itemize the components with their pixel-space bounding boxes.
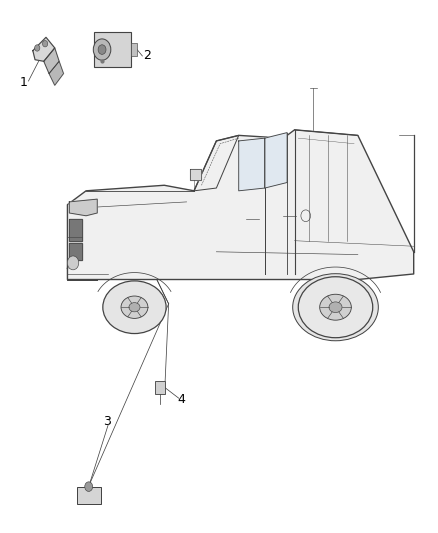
Circle shape: [85, 482, 93, 491]
Circle shape: [35, 45, 40, 51]
Bar: [131, 43, 137, 56]
Circle shape: [93, 39, 111, 60]
Polygon shape: [49, 61, 64, 85]
Text: 4: 4: [178, 393, 186, 406]
Polygon shape: [239, 138, 265, 191]
Circle shape: [98, 45, 106, 54]
Text: 1: 1: [20, 76, 28, 89]
Ellipse shape: [121, 296, 148, 318]
Text: 3: 3: [103, 415, 111, 427]
Bar: [155, 381, 165, 394]
Ellipse shape: [293, 273, 378, 341]
Bar: [94, 32, 131, 67]
Bar: [77, 487, 101, 504]
Circle shape: [42, 41, 48, 47]
Circle shape: [67, 256, 79, 270]
Ellipse shape: [129, 303, 140, 312]
Polygon shape: [69, 199, 97, 216]
Text: 2: 2: [143, 50, 151, 62]
Polygon shape: [69, 219, 82, 241]
Ellipse shape: [329, 302, 342, 312]
Polygon shape: [33, 37, 55, 61]
Polygon shape: [69, 244, 82, 260]
Ellipse shape: [320, 294, 351, 320]
Ellipse shape: [298, 277, 373, 338]
Polygon shape: [190, 168, 201, 180]
Polygon shape: [44, 48, 59, 74]
Polygon shape: [67, 130, 413, 279]
Polygon shape: [265, 133, 287, 188]
Ellipse shape: [103, 281, 166, 334]
